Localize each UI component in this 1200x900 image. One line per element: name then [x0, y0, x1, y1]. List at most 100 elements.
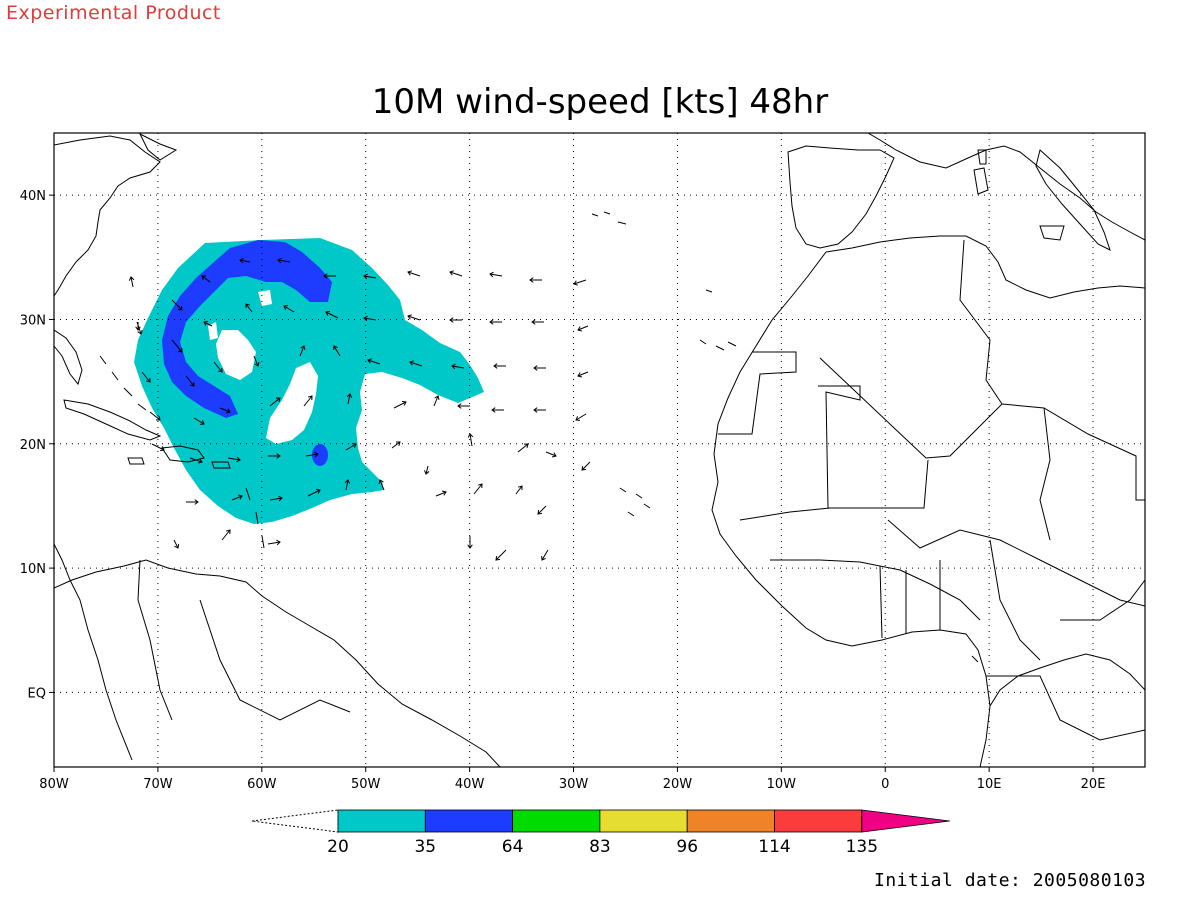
wind-arrow — [533, 407, 546, 413]
wind-arrow — [193, 417, 205, 425]
africa-borders — [718, 239, 1145, 741]
wind-arrow — [239, 257, 251, 264]
wind-arrow — [407, 270, 421, 277]
wind-arrow — [581, 461, 591, 471]
madeira — [705, 289, 713, 293]
lon-tick-label: 10E — [977, 777, 1002, 792]
colorbar-box — [337, 809, 426, 833]
wind-arrow — [545, 451, 557, 458]
colombia-venezuela-borders — [137, 559, 351, 721]
wind-arrow — [283, 305, 295, 313]
wind-arrow — [135, 322, 141, 331]
lon-tick-label: 60W — [247, 777, 277, 792]
wind-arrow — [489, 271, 503, 278]
wind-arrow — [333, 345, 341, 357]
colorbar-label: 83 — [589, 837, 611, 857]
wind-arrow — [268, 453, 281, 459]
lat-tick-label: 40N — [20, 189, 46, 204]
bahamas — [99, 355, 147, 411]
lon-tick-label: 80W — [39, 777, 69, 792]
wind-arrow — [303, 395, 313, 407]
north-africa-coast — [825, 235, 1145, 299]
wind-arrow — [393, 400, 407, 409]
lon-tick-label: 50W — [351, 777, 381, 792]
wind-arrow — [141, 371, 151, 383]
wind-arrow — [491, 407, 504, 413]
wind-arrow — [529, 277, 542, 283]
wind-arrow — [325, 310, 339, 319]
wind-arrow — [171, 299, 183, 311]
wind-arrow — [533, 365, 546, 371]
wind-arrow — [346, 393, 353, 405]
wind-arrow — [467, 433, 474, 447]
colorbar-box — [686, 809, 775, 833]
wind-arrow — [307, 488, 321, 497]
colorbar-low-triangle — [251, 809, 339, 833]
colorbar-box — [512, 809, 601, 833]
wind-arrow — [449, 270, 463, 277]
wind-arrow — [201, 275, 211, 283]
wind-arrow — [378, 479, 385, 491]
jamaica — [127, 457, 145, 465]
wind-speed-35-64-spot — [312, 444, 328, 466]
wind-arrow — [363, 315, 377, 322]
wind-arrow — [489, 319, 502, 325]
wind-arrow — [363, 273, 377, 280]
wind-arrow — [305, 451, 319, 458]
nova-scotia — [138, 133, 178, 161]
wind-arrow — [245, 303, 253, 313]
colorbar-high-triangle — [861, 809, 950, 833]
wind-arrow — [323, 273, 336, 279]
map-frame — [53, 132, 1146, 768]
colorbar-box — [774, 809, 863, 833]
wind-arrow — [449, 317, 462, 323]
wind-arrow — [435, 490, 447, 497]
wind-arrow — [367, 358, 381, 365]
lon-tick-label: 10W — [767, 777, 797, 792]
cuba — [63, 399, 162, 441]
sicily — [1039, 225, 1065, 241]
colorbar-box — [424, 809, 513, 833]
lat-tick-label: 10N — [20, 562, 46, 577]
wind-arrow — [424, 465, 430, 475]
colorbar-label: 114 — [758, 837, 790, 857]
calm-gap-2 — [266, 362, 318, 444]
wind-arrow — [185, 375, 195, 387]
north-america-coast — [54, 135, 161, 297]
wind-arrow — [409, 360, 423, 367]
wind-arrow — [149, 411, 161, 421]
wind-arrow — [173, 539, 180, 549]
west-africa-coast — [711, 251, 991, 767]
wind-arrow — [171, 339, 183, 353]
wind-arrow — [515, 485, 523, 495]
bioko — [971, 655, 979, 663]
wind-arrow — [451, 363, 465, 370]
calm-gap-1 — [216, 330, 256, 380]
corsica — [977, 149, 987, 165]
colorbar-label: 64 — [502, 837, 524, 857]
wind-arrow — [269, 495, 283, 502]
cape-verde — [619, 487, 651, 517]
lon-tick-label: 30W — [559, 777, 589, 792]
wind-arrow — [473, 483, 483, 495]
calm-gap-4 — [208, 322, 218, 340]
colorbar-label: 135 — [846, 837, 878, 857]
lon-tick-label: 70W — [143, 777, 173, 792]
lesser-antilles — [245, 487, 265, 549]
azores — [591, 211, 627, 225]
lat-tick-label: EQ — [28, 686, 46, 701]
wind-vectors — [128, 257, 591, 561]
wind-arrow — [457, 403, 470, 409]
lat-tick-label: 30N — [20, 313, 46, 328]
initial-date: Initial date: 2005080103 — [874, 870, 1147, 891]
wind-arrow — [573, 279, 587, 286]
experimental-product-banner: Experimental Product — [6, 2, 221, 24]
wind-arrow — [531, 319, 544, 325]
wind-arrow — [221, 529, 231, 541]
wind-arrow — [269, 397, 281, 407]
wind-arrow — [253, 355, 260, 367]
lat-tick-label: 20N — [20, 438, 46, 453]
wind-arrow — [407, 314, 421, 321]
wind-arrow — [493, 363, 506, 369]
wind-arrow — [299, 345, 306, 357]
